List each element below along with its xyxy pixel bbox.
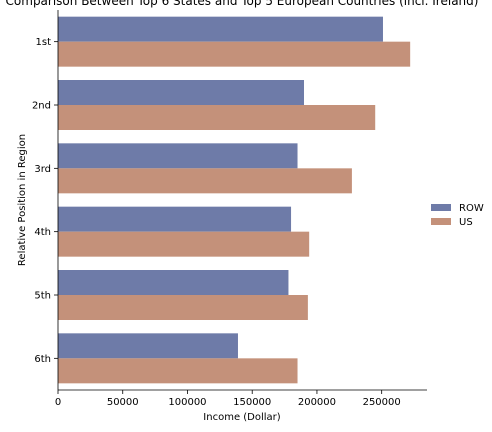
x-tick-label: 100000: [168, 397, 206, 408]
x-tick-label: 0: [55, 397, 61, 408]
legend-label-us: US: [459, 217, 473, 228]
y-ticks-group: 1st 2nd 3rd 4th 5th 6th: [32, 37, 58, 365]
bar-row-4th: [58, 206, 292, 232]
bar-row-6th: [58, 333, 238, 359]
y-tick-label: 4th: [34, 227, 51, 238]
x-axis-title: Income (Dollar): [203, 412, 280, 423]
x-tick-label: 250000: [363, 397, 401, 408]
y-tick-label: 3rd: [34, 164, 51, 175]
y-tick-label: 5th: [34, 291, 51, 302]
bar-us-1st: [58, 41, 411, 67]
legend-swatch-us: [431, 218, 451, 225]
legend: ROW US: [431, 203, 484, 228]
bar-us-3rd: [58, 168, 352, 194]
y-tick-label: 2nd: [32, 101, 51, 112]
x-tick-label: 150000: [233, 397, 271, 408]
bar-us-5th: [58, 295, 308, 320]
y-tick-label: 6th: [34, 354, 51, 365]
x-tick-label: 200000: [298, 397, 336, 408]
bar-row-3rd: [58, 143, 298, 169]
bar-us-4th: [58, 231, 310, 257]
bar-row-1st: [58, 16, 383, 42]
bar-us-6th: [58, 358, 298, 384]
bar-row-2nd: [58, 80, 304, 105]
legend-label-row: ROW: [459, 203, 484, 214]
bar-row-5th: [58, 270, 289, 295]
y-axis-title: Relative Position in Region: [17, 134, 28, 266]
x-tick-label: 50000: [107, 397, 139, 408]
bar-us-2nd: [58, 105, 376, 130]
bars-group: [58, 16, 411, 384]
legend-swatch-row: [431, 204, 451, 211]
chart-title: Comparison Between Top 6 States and Top …: [6, 0, 479, 8]
y-tick-label: 1st: [36, 37, 52, 48]
x-ticks-group: 0 50000 100000 150000 200000 250000: [55, 390, 401, 408]
